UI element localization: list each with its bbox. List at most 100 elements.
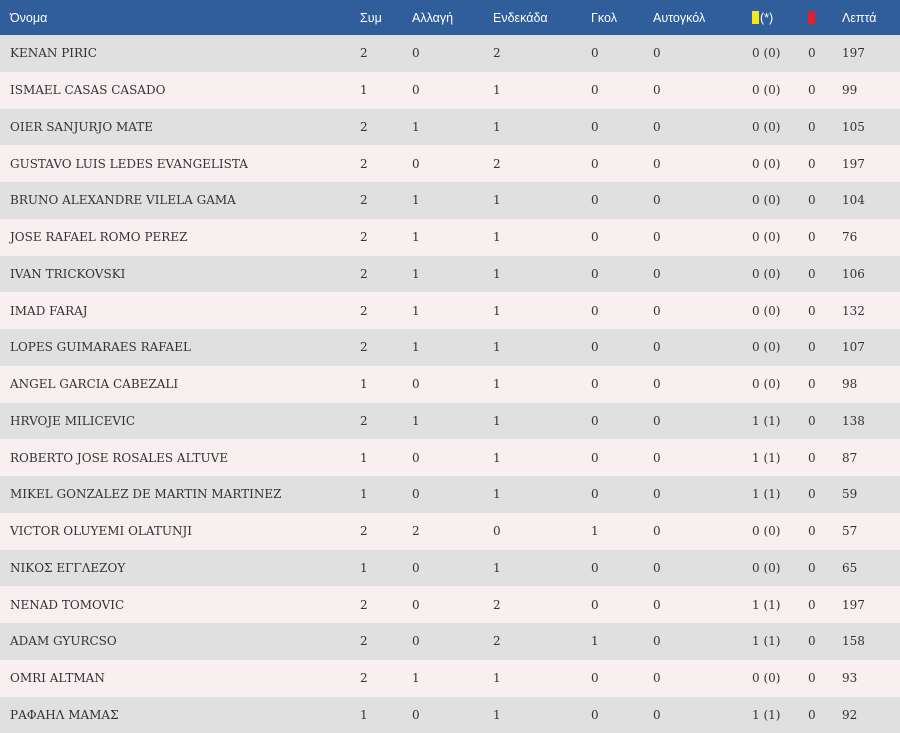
sub-cell: 0 bbox=[412, 476, 493, 513]
red-cards-cell: 0 bbox=[808, 366, 842, 403]
minutes-cell: 93 bbox=[842, 660, 900, 697]
minutes-cell: 132 bbox=[842, 292, 900, 329]
own-goals-cell: 0 bbox=[653, 439, 752, 476]
player-name: VICTOR OLUYEMI OLATUNJI bbox=[0, 513, 360, 550]
red-cards-cell: 0 bbox=[808, 697, 842, 733]
goals-cell: 0 bbox=[591, 550, 653, 587]
own-goals-cell: 0 bbox=[653, 35, 752, 72]
yellow-cards-cell: 0 (0) bbox=[752, 292, 808, 329]
own-goals-cell: 0 bbox=[653, 513, 752, 550]
caps-cell: 2 bbox=[360, 35, 412, 72]
own-goals-cell: 0 bbox=[653, 219, 752, 256]
red-cards-cell: 0 bbox=[808, 292, 842, 329]
minutes-cell: 76 bbox=[842, 219, 900, 256]
starting-cell: 1 bbox=[493, 219, 591, 256]
starting-cell: 1 bbox=[493, 439, 591, 476]
yellow-cards-cell: 1 (1) bbox=[752, 439, 808, 476]
starting-cell: 2 bbox=[493, 35, 591, 72]
starting-cell: 1 bbox=[493, 550, 591, 587]
red-cards-cell: 0 bbox=[808, 72, 842, 109]
header-minutes: Λεπτά bbox=[842, 0, 900, 35]
red-cards-cell: 0 bbox=[808, 109, 842, 146]
header-sub: Αλλαγή bbox=[412, 0, 493, 35]
starting-cell: 0 bbox=[493, 513, 591, 550]
own-goals-cell: 0 bbox=[653, 182, 752, 219]
player-name: BRUNO ALEXANDRE VILELA GAMA bbox=[0, 182, 360, 219]
caps-cell: 2 bbox=[360, 329, 412, 366]
yellow-cards-cell: 0 (0) bbox=[752, 256, 808, 293]
goals-cell: 0 bbox=[591, 256, 653, 293]
minutes-cell: 104 bbox=[842, 182, 900, 219]
header-goals: Γκολ bbox=[591, 0, 653, 35]
caps-cell: 2 bbox=[360, 145, 412, 182]
red-cards-cell: 0 bbox=[808, 586, 842, 623]
sub-cell: 2 bbox=[412, 513, 493, 550]
minutes-cell: 57 bbox=[842, 513, 900, 550]
starting-cell: 1 bbox=[493, 72, 591, 109]
sub-cell: 1 bbox=[412, 292, 493, 329]
starting-cell: 1 bbox=[493, 109, 591, 146]
red-cards-cell: 0 bbox=[808, 403, 842, 440]
starting-cell: 1 bbox=[493, 292, 591, 329]
player-name: IVAN TRICKOVSKI bbox=[0, 256, 360, 293]
starting-cell: 1 bbox=[493, 403, 591, 440]
caps-cell: 2 bbox=[360, 109, 412, 146]
caps-cell: 2 bbox=[360, 660, 412, 697]
minutes-cell: 197 bbox=[842, 145, 900, 182]
goals-cell: 0 bbox=[591, 476, 653, 513]
player-name: ANGEL GARCIA CABEZALI bbox=[0, 366, 360, 403]
player-name: KENAN PIRIC bbox=[0, 35, 360, 72]
caps-cell: 1 bbox=[360, 72, 412, 109]
sub-cell: 0 bbox=[412, 550, 493, 587]
yellow-cards-cell: 0 (0) bbox=[752, 72, 808, 109]
goals-cell: 0 bbox=[591, 366, 653, 403]
header-red-cards bbox=[808, 0, 842, 35]
sub-cell: 1 bbox=[412, 403, 493, 440]
caps-cell: 2 bbox=[360, 182, 412, 219]
own-goals-cell: 0 bbox=[653, 366, 752, 403]
player-name: OIER SANJURJO MATE bbox=[0, 109, 360, 146]
starting-cell: 1 bbox=[493, 329, 591, 366]
red-cards-cell: 0 bbox=[808, 145, 842, 182]
sub-cell: 1 bbox=[412, 109, 493, 146]
own-goals-cell: 0 bbox=[653, 292, 752, 329]
goals-cell: 0 bbox=[591, 329, 653, 366]
caps-cell: 1 bbox=[360, 476, 412, 513]
sub-cell: 0 bbox=[412, 366, 493, 403]
sub-cell: 0 bbox=[412, 697, 493, 733]
starting-cell: 2 bbox=[493, 145, 591, 182]
yellow-cards-cell: 1 (1) bbox=[752, 623, 808, 660]
player-name: ISMAEL CASAS CASADO bbox=[0, 72, 360, 109]
yellow-cards-cell: 0 (0) bbox=[752, 219, 808, 256]
player-name: IMAD FARAJ bbox=[0, 292, 360, 329]
player-name: HRVOJE MILICEVIC bbox=[0, 403, 360, 440]
minutes-cell: 106 bbox=[842, 256, 900, 293]
own-goals-cell: 0 bbox=[653, 256, 752, 293]
player-name: ROBERTO JOSE ROSALES ALTUVE bbox=[0, 439, 360, 476]
goals-cell: 0 bbox=[591, 145, 653, 182]
sub-cell: 0 bbox=[412, 72, 493, 109]
red-card-icon bbox=[808, 11, 815, 24]
header-starting: Ενδεκάδα bbox=[493, 0, 591, 35]
red-cards-cell: 0 bbox=[808, 513, 842, 550]
own-goals-cell: 0 bbox=[653, 550, 752, 587]
sub-cell: 0 bbox=[412, 145, 493, 182]
goals-cell: 0 bbox=[591, 72, 653, 109]
caps-cell: 1 bbox=[360, 550, 412, 587]
yellow-cards-cell: 1 (1) bbox=[752, 586, 808, 623]
